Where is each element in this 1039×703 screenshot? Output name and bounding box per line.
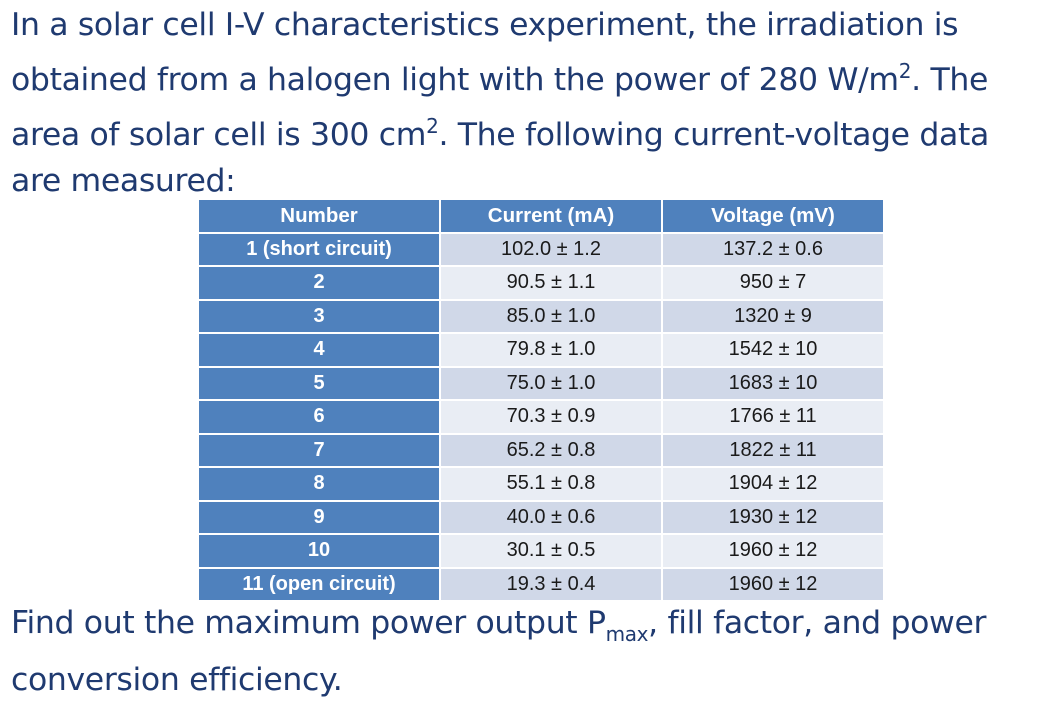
row-voltage: 1822 ± 11	[661, 432, 885, 468]
question-line-1: Find out the maximum power output Pmax, …	[11, 600, 1039, 657]
row-number: 2	[197, 265, 441, 301]
row-voltage: 1542 ± 10	[661, 332, 885, 368]
table-header-row: Number Current (mA) Voltage (mV)	[197, 198, 885, 234]
table-row: 1 (short circuit) 102.0 ± 1.2 137.2 ± 0.…	[197, 231, 885, 267]
row-voltage: 1960 ± 12	[661, 566, 885, 602]
row-current: 65.2 ± 0.8	[439, 432, 663, 468]
row-number: 3	[197, 298, 441, 334]
row-voltage: 1683 ± 10	[661, 365, 885, 401]
row-number: 6	[197, 399, 441, 435]
row-voltage: 137.2 ± 0.6	[661, 231, 885, 267]
row-voltage: 1960 ± 12	[661, 533, 885, 569]
row-current: 30.1 ± 0.5	[439, 533, 663, 569]
table-row: 6 70.3 ± 0.9 1766 ± 11	[197, 399, 885, 435]
intro-line-3-superscript: 2	[426, 114, 439, 138]
row-number: 1 (short circuit)	[197, 231, 441, 267]
row-voltage: 1766 ± 11	[661, 399, 885, 435]
row-voltage: 1930 ± 12	[661, 499, 885, 535]
intro-line-4-text: are measured:	[11, 163, 236, 199]
row-voltage: 1904 ± 12	[661, 466, 885, 502]
question-line-2: conversion efficiency.	[11, 657, 1039, 703]
header-current: Current (mA)	[439, 198, 663, 234]
row-current: 79.8 ± 1.0	[439, 332, 663, 368]
row-current: 40.0 ± 0.6	[439, 499, 663, 535]
row-number: 11 (open circuit)	[197, 566, 441, 602]
intro-line-4: are measured:	[11, 158, 1039, 204]
intro-line-2-text: obtained from a halogen light with the p…	[11, 62, 899, 98]
question-text: Find out the maximum power output Pmax, …	[11, 600, 1039, 703]
intro-line-3-text: area of solar cell is 300 cm	[11, 117, 427, 153]
row-current: 70.3 ± 0.9	[439, 399, 663, 435]
intro-line-3-tail: . The following current-voltage data	[438, 117, 989, 153]
row-number: 5	[197, 365, 441, 401]
row-number: 8	[197, 466, 441, 502]
row-number: 4	[197, 332, 441, 368]
row-current: 19.3 ± 0.4	[439, 566, 663, 602]
row-number: 7	[197, 432, 441, 468]
intro-line-2: obtained from a halogen light with the p…	[11, 48, 1039, 103]
table-row: 5 75.0 ± 1.0 1683 ± 10	[197, 365, 885, 401]
row-current: 90.5 ± 1.1	[439, 265, 663, 301]
row-current: 75.0 ± 1.0	[439, 365, 663, 401]
table-row: 2 90.5 ± 1.1 950 ± 7	[197, 265, 885, 301]
intro-line-1: In a solar cell I-V characteristics expe…	[11, 2, 1039, 48]
row-current: 102.0 ± 1.2	[439, 231, 663, 267]
row-number: 9	[197, 499, 441, 535]
question-line-2-text: conversion efficiency.	[11, 662, 343, 698]
question-line-1-tail: , fill factor, and power	[648, 605, 987, 641]
intro-line-1-text: In a solar cell I-V characteristics expe…	[11, 7, 959, 43]
row-number: 10	[197, 533, 441, 569]
question-line-1-text: Find out the maximum power output P	[11, 605, 606, 641]
row-current: 55.1 ± 0.8	[439, 466, 663, 502]
header-number: Number	[197, 198, 441, 234]
table-row: 4 79.8 ± 1.0 1542 ± 10	[197, 332, 885, 368]
intro-line-2-tail: . The	[911, 62, 989, 98]
intro-line-3: area of solar cell is 300 cm2. The follo…	[11, 103, 1039, 158]
table-row: 8 55.1 ± 0.8 1904 ± 12	[197, 466, 885, 502]
problem-statement: In a solar cell I-V characteristics expe…	[11, 2, 1039, 204]
question-subscript: max	[605, 622, 649, 646]
intro-line-2-superscript: 2	[898, 59, 912, 83]
table-row: 10 30.1 ± 0.5 1960 ± 12	[197, 533, 885, 569]
table-row: 3 85.0 ± 1.0 1320 ± 9	[197, 298, 885, 334]
table-row: 9 40.0 ± 0.6 1930 ± 12	[197, 499, 885, 535]
table-row: 7 65.2 ± 0.8 1822 ± 11	[197, 432, 885, 468]
table-row: 11 (open circuit) 19.3 ± 0.4 1960 ± 12	[197, 566, 885, 602]
row-voltage: 950 ± 7	[661, 265, 885, 301]
row-voltage: 1320 ± 9	[661, 298, 885, 334]
header-voltage: Voltage (mV)	[661, 198, 885, 234]
current-voltage-table: Number Current (mA) Voltage (mV) 1 (shor…	[197, 198, 885, 602]
row-current: 85.0 ± 1.0	[439, 298, 663, 334]
